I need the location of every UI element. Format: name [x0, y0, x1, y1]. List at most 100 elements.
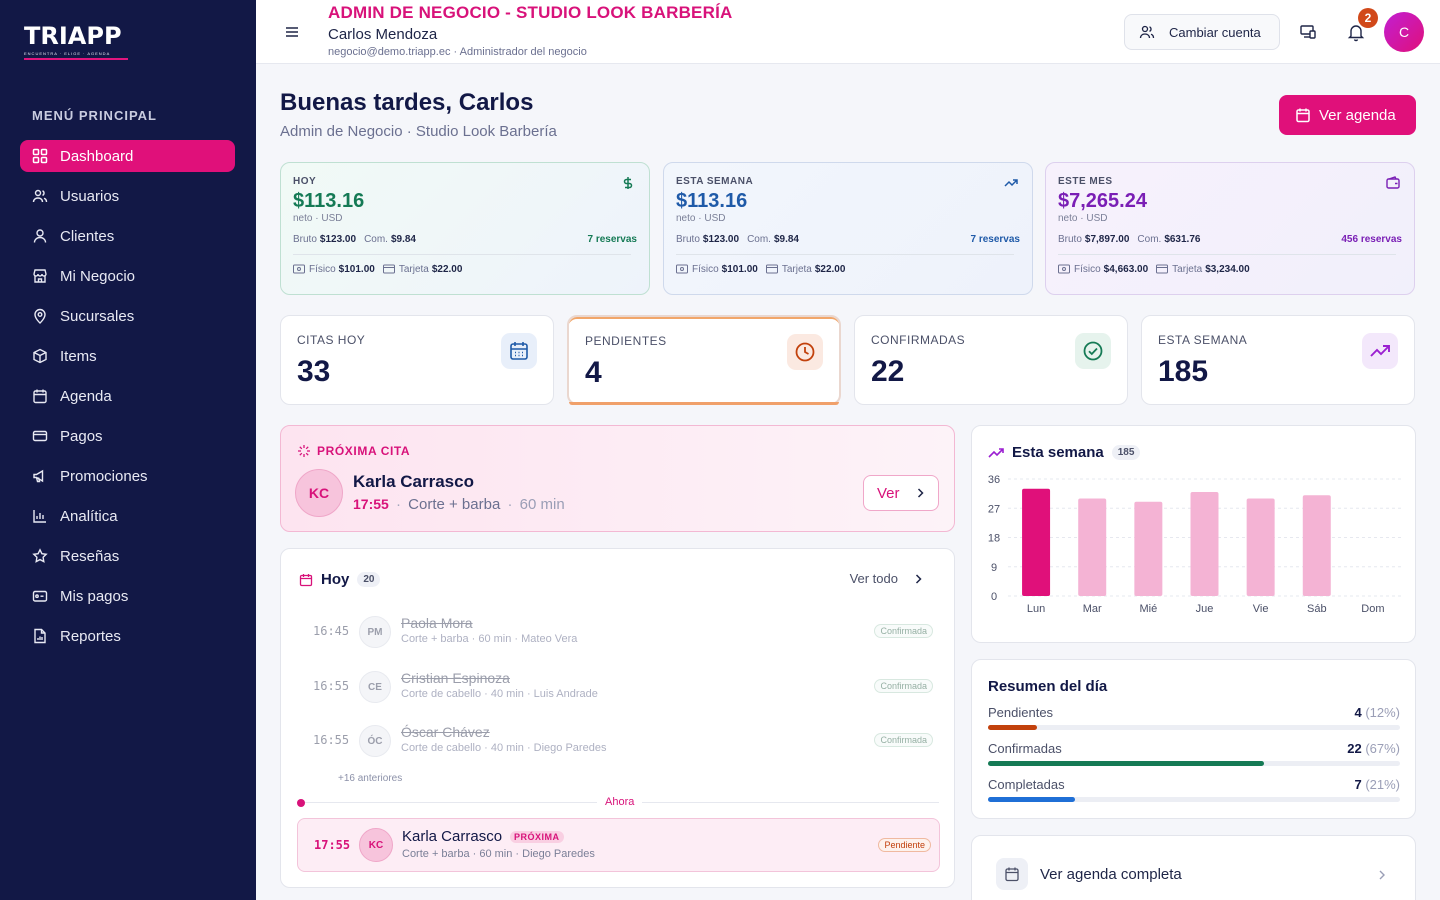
percent-value: (12%) [1365, 705, 1400, 720]
status-badge: Pendiente [878, 838, 931, 852]
next-appointment-tag: PRÓXIMA CITA [297, 444, 410, 458]
list-item[interactable]: 16:55 ÓC Óscar Chávez Corte de cabello ·… [313, 720, 933, 760]
page-title: ADMIN DE NEGOCIO - STUDIO LOOK BARBERÍA [328, 3, 733, 22]
chart-count-badge: 185 [1111, 445, 1141, 460]
appointment-detail: Corte de cabello · 40 min · Luis Andrade [401, 688, 598, 700]
sidebar: TRIAPP ENCUENTRA · ELIGE · AGENDA MENÚ P… [0, 0, 256, 900]
sidebar-item-label: Mi Negocio [60, 267, 136, 285]
user-name: Carlos Mendoza [328, 26, 438, 43]
view-appointment-button[interactable]: Ver [863, 475, 939, 511]
trending-up-icon [988, 447, 1004, 458]
sidebar-item-mis-pagos[interactable]: Mis pagos [20, 580, 235, 612]
sidebar-item-promociones[interactable]: Promociones [20, 460, 235, 492]
x-tick-label: Jue [1196, 603, 1214, 615]
sidebar-item-label: Items [60, 347, 97, 365]
stat-card-confirmed[interactable]: CONFIRMADAS 22 [854, 315, 1128, 405]
y-tick-label: 0 [991, 591, 997, 603]
divider [293, 254, 631, 255]
star-icon [32, 548, 48, 563]
sidebar-item-analitica[interactable]: Analítica [20, 500, 235, 532]
today-appointments-card: Hoy 20 Ver todo 16:45 PM Paola Mora Cort… [280, 548, 955, 888]
trending-up-icon [1004, 179, 1018, 187]
see-all-link[interactable]: Ver todo [850, 571, 924, 586]
switch-account-button[interactable]: Cambiar cuenta [1124, 14, 1280, 50]
today-header: Hoy 20 [299, 571, 381, 588]
stat-label: ESTA SEMANA [1158, 333, 1248, 347]
bar [1190, 492, 1219, 596]
revenue-label: ESTE MES [1058, 176, 1113, 187]
stat-card-pending[interactable]: PENDIENTES 4 [567, 315, 841, 405]
revenue-label: HOY [293, 176, 317, 187]
commission-value: $631.76 [1164, 233, 1201, 245]
view-agenda-label: Ver agenda [1319, 106, 1396, 124]
devices-icon[interactable] [1298, 22, 1318, 42]
sidebar-item-dashboard[interactable]: Dashboard [20, 140, 235, 172]
card-label: Tarjeta [1172, 263, 1203, 275]
full-agenda-link[interactable]: Ver agenda completa [971, 835, 1416, 900]
bar [1246, 498, 1275, 596]
cash-icon [676, 264, 688, 274]
sidebar-item-agenda[interactable]: Agenda [20, 380, 235, 412]
current-appointment-row[interactable]: 17:55 KC Karla Carrasco PRÓXIMA Corte + … [297, 818, 940, 872]
duration: 60 min [519, 496, 565, 513]
avatar[interactable]: C [1384, 12, 1424, 52]
count-value: 7 [1354, 777, 1362, 792]
view-agenda-button[interactable]: Ver agenda [1279, 95, 1416, 135]
summary-count: 4 (12%) [1354, 705, 1400, 720]
revenue-net-label: neto · USD [676, 213, 726, 224]
status-badge: Confirmada [874, 624, 933, 638]
progress-fill [988, 725, 1038, 730]
list-item[interactable]: 16:55 CE Cristian Espinoza Corte de cabe… [313, 666, 933, 706]
greeting-subtitle: Admin de Negocio · Studio Look Barbería [280, 123, 557, 140]
sidebar-item-clientes[interactable]: Clientes [20, 220, 235, 252]
sidebar-item-sucursales[interactable]: Sucursales [20, 300, 235, 332]
list-item[interactable]: 16:45 PM Paola Mora Corte + barba · 60 m… [313, 611, 933, 651]
stat-value: 185 [1158, 355, 1209, 388]
topbar: ADMIN DE NEGOCIO - STUDIO LOOK BARBERÍA … [256, 0, 1440, 64]
sidebar-item-items[interactable]: Items [20, 340, 235, 372]
menu-icon[interactable] [284, 24, 300, 40]
calendar-icon [996, 858, 1028, 890]
stat-card-appointments-today[interactable]: CITAS HOY 33 [280, 315, 554, 405]
sidebar-item-resenas[interactable]: Reseñas [20, 540, 235, 572]
sparkle-icon [298, 445, 310, 457]
sidebar-item-usuarios[interactable]: Usuarios [20, 180, 235, 212]
avatar: PM [359, 616, 391, 648]
sidebar-item-reportes[interactable]: Reportes [20, 620, 235, 652]
sidebar-item-label: Agenda [60, 387, 112, 405]
user-meta: negocio@demo.triapp.ec · Administrador d… [328, 46, 587, 58]
stat-value: 22 [871, 355, 905, 388]
day-summary-card: Resumen del día Pendientes 4 (12%) Confi… [971, 659, 1416, 819]
sidebar-item-label: Dashboard [60, 147, 134, 165]
clock-icon [787, 334, 823, 370]
revenue-amount: $113.16 [676, 190, 748, 212]
commission-label: Com. [364, 233, 388, 245]
credit-card-icon [32, 430, 48, 442]
stat-card-this-week[interactable]: ESTA SEMANA 185 [1141, 315, 1415, 405]
next-tag: PRÓXIMA [510, 830, 564, 843]
gross-label: Bruto [676, 233, 700, 245]
payment-methods: Físico $101.00 Tarjeta $22.00 [676, 262, 1020, 276]
logo[interactable]: TRIAPP ENCUENTRA · ELIGE · AGENDA [24, 22, 130, 62]
client-name: Cristian Espinoza [401, 670, 510, 686]
bell-icon[interactable] [1346, 22, 1366, 42]
cash-value: $101.00 [338, 263, 375, 275]
cash-value: $4,663.00 [1103, 263, 1149, 275]
cash-icon [293, 264, 305, 274]
reservations-count: 7 reservas [587, 233, 638, 245]
chart-title: Esta semana [1012, 444, 1104, 461]
sidebar-item-pagos[interactable]: Pagos [20, 420, 235, 452]
now-label: Ahora [597, 796, 643, 808]
cash-icon [1058, 264, 1070, 274]
earlier-count[interactable]: +16 anteriores [338, 773, 403, 784]
payment-methods: Físico $101.00 Tarjeta $22.00 [293, 262, 637, 276]
summary-item-confirmed: Confirmadas 22 (67%) [988, 741, 1400, 766]
revenue-card-today: HOY $113.16 neto · USD Bruto $123.00 Com.… [280, 162, 650, 295]
bar [1078, 498, 1107, 596]
sidebar-item-mi-negocio[interactable]: Mi Negocio [20, 260, 235, 292]
sidebar-item-label: Reseñas [60, 547, 120, 565]
credit-card-icon [1156, 264, 1169, 274]
logo-text: TRIAPP [24, 22, 122, 50]
megaphone-icon [33, 469, 44, 483]
grid-icon [32, 148, 48, 164]
